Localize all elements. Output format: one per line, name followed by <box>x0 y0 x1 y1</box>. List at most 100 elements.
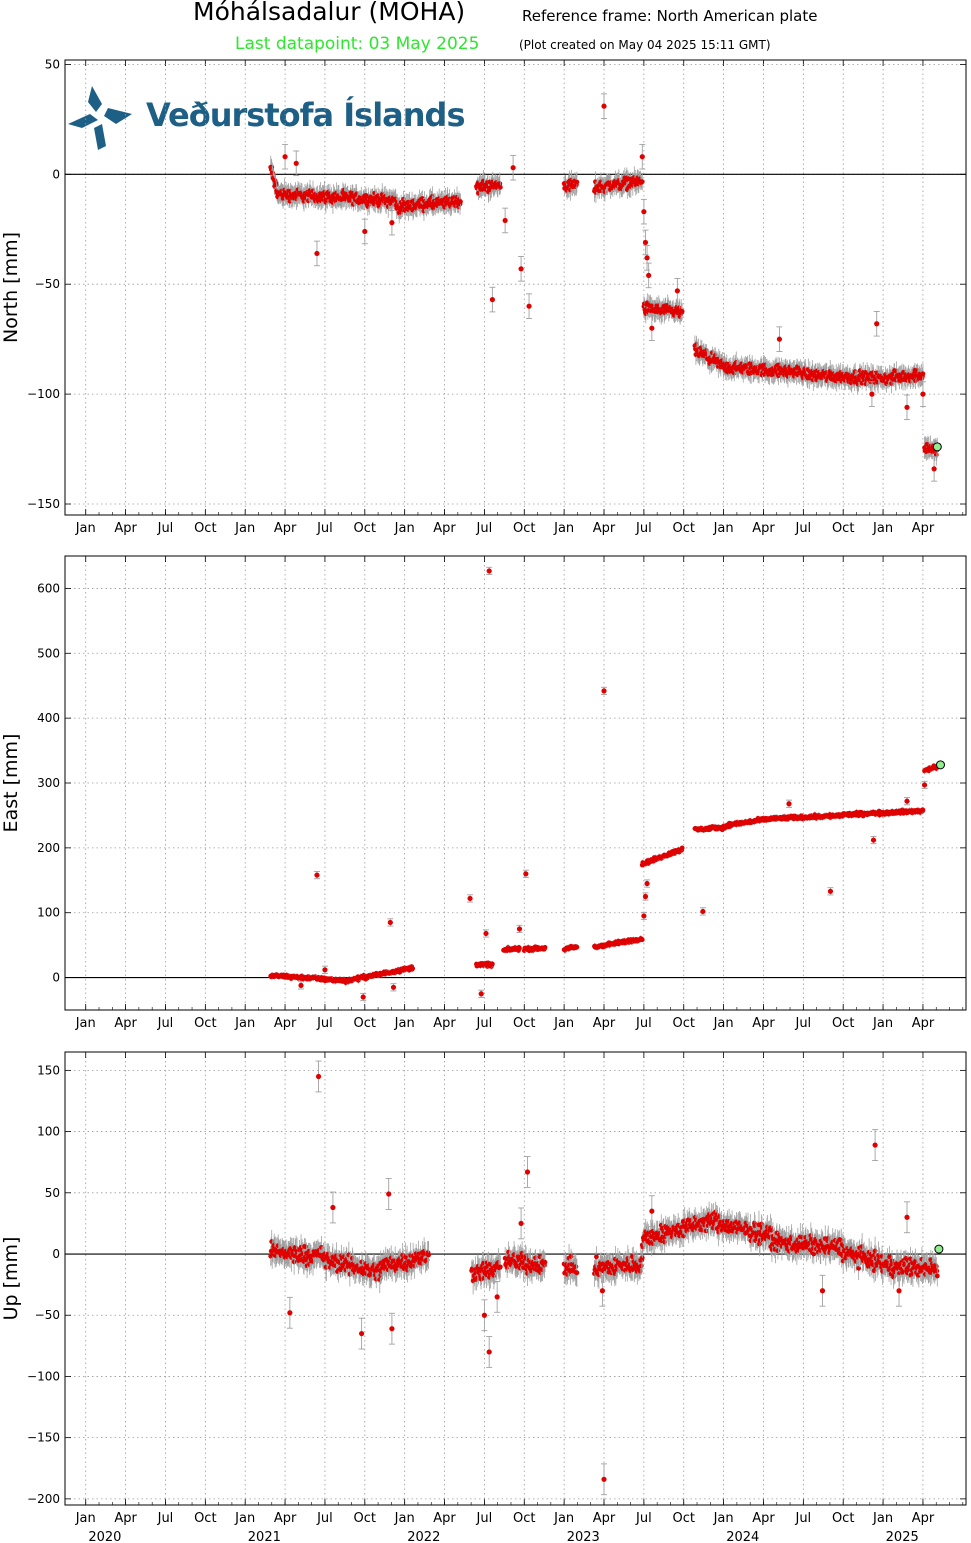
y-tick-label: 0 <box>52 167 60 181</box>
logo-petal-bottom <box>94 124 106 150</box>
data-point <box>574 944 580 950</box>
y-tick-label: 400 <box>37 711 60 725</box>
y-tick-label: −100 <box>27 387 60 401</box>
y-tick-label: 600 <box>37 581 60 595</box>
outlier-point <box>776 336 783 342</box>
x-tick-label: Oct <box>672 521 694 536</box>
x-tick-label: Apr <box>114 521 137 536</box>
x-tick-label: Apr <box>593 521 616 536</box>
x-tick-label: Jul <box>157 1016 174 1031</box>
x-tick-label: Apr <box>752 1016 775 1031</box>
data-point <box>920 371 926 377</box>
panel-1 <box>64 555 967 1011</box>
panel-0 <box>64 59 967 516</box>
x-tick-label: Jan <box>872 1016 893 1031</box>
outlier-point <box>518 266 524 272</box>
data-point <box>639 179 645 185</box>
y-axis-label: North [mm] <box>0 232 22 343</box>
outlier-point <box>282 154 288 160</box>
outlier-point <box>639 154 645 160</box>
outlier-point <box>526 303 532 309</box>
x-tick-label: Jul <box>635 1016 652 1031</box>
x-tick-label: Jan <box>553 1016 574 1031</box>
data-point <box>489 961 495 967</box>
outlier-point <box>322 967 328 973</box>
data-point <box>458 199 463 205</box>
x-tick-label: Jul <box>794 1016 811 1031</box>
x-tick-label: Oct <box>354 521 376 536</box>
outlier-point <box>904 404 910 410</box>
y-tick-label: −150 <box>27 497 60 511</box>
x-tick-label: Jul <box>476 1016 493 1031</box>
x-tick-label: Oct <box>194 521 216 536</box>
outlier-point <box>646 272 652 279</box>
x-tick-label: Apr <box>274 1016 297 1031</box>
x-tick-label: Jan <box>234 521 255 536</box>
plot-created-label: (Plot created on May 04 2025 15:11 GMT) <box>519 38 771 52</box>
outlier-point <box>486 568 492 574</box>
outlier-point <box>931 466 937 472</box>
outlier-point <box>786 801 792 807</box>
outlier-point <box>644 255 650 261</box>
outlier-point <box>870 837 877 843</box>
x-tick-label: Jul <box>316 1016 333 1031</box>
x-tick-label: Jul <box>635 521 652 536</box>
x-tick-label: Apr <box>912 1016 935 1031</box>
outlier-point <box>827 888 834 894</box>
data-point <box>639 937 645 943</box>
outlier-point <box>700 908 706 915</box>
logo-petal-top <box>88 86 102 112</box>
x-tick-label: Oct <box>354 1016 376 1031</box>
outlier-point <box>641 209 647 215</box>
outlier-point <box>904 798 910 804</box>
logo-petal-right <box>104 108 132 124</box>
y-tick-label: −50 <box>35 277 60 291</box>
outlier-point <box>642 239 649 246</box>
outlier-point <box>921 782 928 788</box>
data-point <box>889 381 894 386</box>
data-point <box>273 182 279 188</box>
x-tick-label: Oct <box>513 521 535 536</box>
x-tick-label: Apr <box>114 1016 137 1031</box>
data-point <box>542 944 548 950</box>
x-tick-label: Jul <box>316 521 333 536</box>
x-tick-label: Jul <box>476 521 493 536</box>
x-tick-label: Apr <box>912 521 935 536</box>
outlier-point <box>874 321 880 327</box>
outlier-point <box>389 220 395 226</box>
outlier-point <box>483 930 489 937</box>
reference-frame-label: Reference frame: North American plate <box>522 7 818 25</box>
x-tick-label: Jan <box>713 521 734 536</box>
x-tick-label: Oct <box>513 1016 535 1031</box>
x-tick-label: Jan <box>234 1016 255 1031</box>
outlier-point <box>360 994 366 1000</box>
x-tick-label: Apr <box>433 1016 456 1031</box>
plot-frame <box>64 59 967 516</box>
data-point <box>679 845 685 851</box>
outlier-point <box>642 893 649 900</box>
x-tick-label: Jul <box>794 521 811 536</box>
data-series <box>268 566 945 1002</box>
outlier-point <box>467 895 473 902</box>
outlier-point <box>489 296 495 303</box>
data-point <box>497 184 503 190</box>
outlier-point <box>523 871 529 877</box>
outlier-point <box>478 991 484 997</box>
data-point <box>517 945 522 951</box>
outlier-point <box>502 217 508 224</box>
data-series <box>268 93 942 482</box>
x-tick-label: Jan <box>713 1016 734 1031</box>
chart-title: Móhálsadalur (MOHA) <box>193 0 466 26</box>
outlier-point <box>510 165 516 171</box>
outlier-point <box>869 391 875 397</box>
outlier-point <box>644 880 650 887</box>
outlier-point <box>641 913 647 919</box>
x-tick-label: Jan <box>394 1016 415 1031</box>
x-tick-label: Jul <box>157 521 174 536</box>
x-tick-label: Apr <box>593 1016 616 1031</box>
outlier-point <box>293 160 299 166</box>
x-tick-label: Apr <box>274 521 297 536</box>
x-tick-label: Oct <box>194 1016 216 1031</box>
x-tick-label: Jan <box>75 1016 96 1031</box>
outlier-point <box>314 250 320 257</box>
